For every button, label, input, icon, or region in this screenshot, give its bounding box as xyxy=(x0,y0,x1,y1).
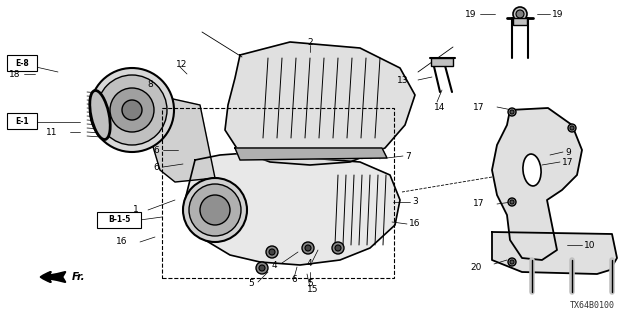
Circle shape xyxy=(189,184,241,236)
Polygon shape xyxy=(235,148,387,160)
Circle shape xyxy=(256,262,268,274)
Circle shape xyxy=(269,249,275,255)
Circle shape xyxy=(508,108,516,116)
Circle shape xyxy=(183,178,247,242)
Polygon shape xyxy=(492,108,582,260)
Bar xyxy=(162,108,394,278)
Polygon shape xyxy=(185,152,400,265)
Polygon shape xyxy=(492,232,617,274)
Text: 18: 18 xyxy=(8,69,20,78)
Text: 19: 19 xyxy=(552,10,563,19)
Circle shape xyxy=(335,245,341,251)
Bar xyxy=(513,18,527,25)
Text: 6: 6 xyxy=(291,276,297,284)
Circle shape xyxy=(200,195,230,225)
FancyBboxPatch shape xyxy=(97,212,141,228)
Text: 7: 7 xyxy=(405,151,411,161)
Circle shape xyxy=(508,198,516,206)
Text: 11: 11 xyxy=(45,127,57,137)
Text: E-1: E-1 xyxy=(15,116,29,125)
Text: 1: 1 xyxy=(133,205,139,214)
Circle shape xyxy=(302,242,314,254)
Circle shape xyxy=(90,68,174,152)
Text: TX64B0100: TX64B0100 xyxy=(570,300,615,309)
Text: 17: 17 xyxy=(472,199,484,209)
Circle shape xyxy=(513,7,527,21)
Text: 2: 2 xyxy=(307,37,312,46)
Circle shape xyxy=(516,10,524,18)
Text: B-1-5: B-1-5 xyxy=(108,215,130,225)
Text: 10: 10 xyxy=(584,241,595,250)
Circle shape xyxy=(110,88,154,132)
Circle shape xyxy=(568,124,576,132)
Text: 20: 20 xyxy=(470,262,482,271)
Circle shape xyxy=(510,260,514,264)
Bar xyxy=(431,58,453,66)
Circle shape xyxy=(122,100,142,120)
Circle shape xyxy=(508,258,516,266)
Text: 6: 6 xyxy=(153,163,159,172)
Polygon shape xyxy=(148,95,215,182)
Text: 17: 17 xyxy=(472,102,484,111)
Text: 12: 12 xyxy=(176,60,188,68)
Circle shape xyxy=(332,242,344,254)
Text: 17: 17 xyxy=(562,157,573,166)
Text: 3: 3 xyxy=(412,197,418,206)
Text: 6: 6 xyxy=(153,146,159,155)
Text: 8: 8 xyxy=(147,79,153,89)
Polygon shape xyxy=(225,42,415,165)
Text: 13: 13 xyxy=(397,76,408,84)
Circle shape xyxy=(510,200,514,204)
Ellipse shape xyxy=(523,154,541,186)
Text: E-8: E-8 xyxy=(15,59,29,68)
FancyBboxPatch shape xyxy=(7,55,37,71)
Ellipse shape xyxy=(90,91,110,140)
Text: 14: 14 xyxy=(434,102,445,111)
Text: 16: 16 xyxy=(409,220,420,228)
Text: 4: 4 xyxy=(307,260,312,268)
Text: 4: 4 xyxy=(272,260,278,269)
Circle shape xyxy=(570,126,574,130)
Text: 5: 5 xyxy=(307,279,313,289)
Circle shape xyxy=(97,75,167,145)
Text: 9: 9 xyxy=(565,148,571,156)
Circle shape xyxy=(305,245,311,251)
Circle shape xyxy=(510,110,514,114)
Text: 5: 5 xyxy=(248,279,253,289)
FancyBboxPatch shape xyxy=(7,113,37,129)
Text: 15: 15 xyxy=(307,285,319,294)
Circle shape xyxy=(266,246,278,258)
Text: Fr.: Fr. xyxy=(72,272,86,282)
Text: 19: 19 xyxy=(465,10,476,19)
Text: 16: 16 xyxy=(115,237,127,246)
Circle shape xyxy=(259,265,265,271)
